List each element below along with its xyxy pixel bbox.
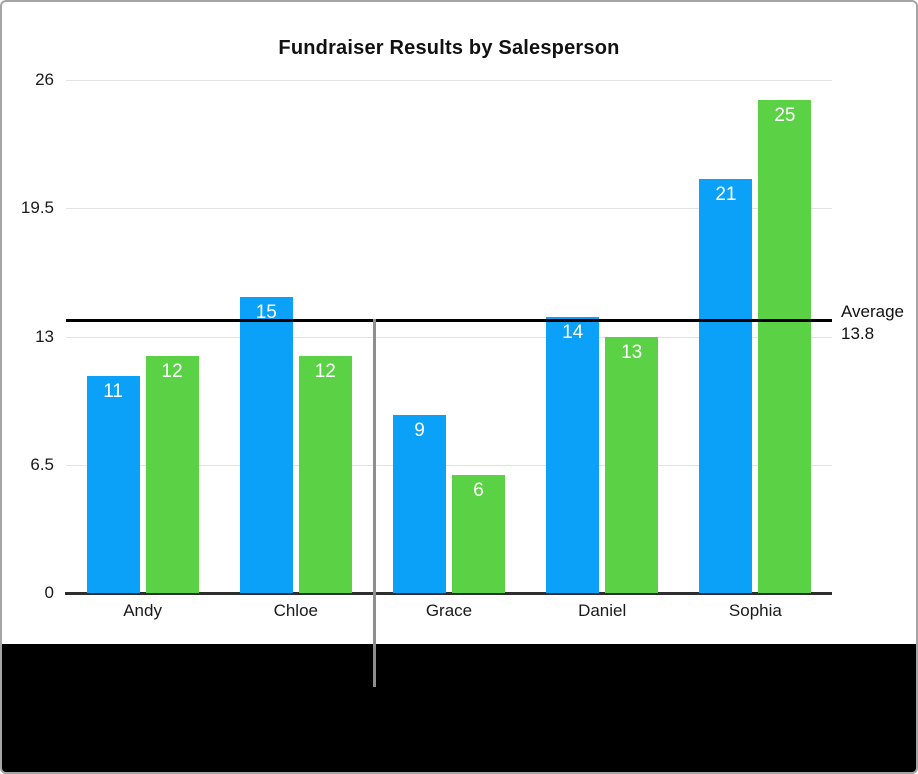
bar-value-label: 25 <box>774 104 796 126</box>
y-tick-label: 0 <box>44 583 54 602</box>
bar-sophia-series1: 21 <box>699 178 753 593</box>
gridline-26 <box>66 80 832 81</box>
bar-value-label: 12 <box>314 361 336 383</box>
bar-value-label: 12 <box>161 361 183 383</box>
chart-title: Fundraiser Results by Salesperson <box>278 37 620 59</box>
bottom-black-band <box>2 644 916 772</box>
average-line <box>66 319 832 323</box>
gridline-13 <box>66 336 832 338</box>
bar-sophia-series2: 25 <box>758 99 812 593</box>
bar-andy-series2: 12 <box>145 356 199 593</box>
bar-value-label: 14 <box>562 321 584 343</box>
gridline-6.5 <box>66 464 832 466</box>
average-value-text: 13.8 <box>841 324 875 343</box>
bar-grace-series2: 6 <box>452 474 505 593</box>
x-tick-label-sophia: Sophia <box>728 601 782 620</box>
x-tick-label-chloe: Chloe <box>273 601 318 620</box>
bar-daniel-series2: 13 <box>605 336 659 593</box>
bar-value-label: 21 <box>715 183 737 205</box>
bar-grace-series1: 9 <box>393 415 446 593</box>
y-tick-label: 26 <box>35 70 54 89</box>
x-tick-label-andy: Andy <box>123 601 162 620</box>
x-axis-line <box>65 592 832 595</box>
bar-value-label: 15 <box>255 302 277 324</box>
bar-value-label: 9 <box>414 420 425 442</box>
gridline-19.5 <box>66 208 832 210</box>
bar-value-label: 11 <box>103 380 123 402</box>
average-label-text: Average <box>841 302 905 321</box>
bar-value-label: 13 <box>621 341 643 363</box>
x-tick-label-daniel: Daniel <box>578 601 627 620</box>
bar-value-label: 6 <box>473 479 484 501</box>
y-tick-label: 13 <box>35 326 54 346</box>
average-line-label: Average 13.8 <box>841 301 904 345</box>
y-tick-label: 6.5 <box>30 454 54 474</box>
x-tick-label-grace: Grace <box>425 601 473 620</box>
bar-chloe-series1: 15 <box>239 297 293 593</box>
bar-daniel-series1: 14 <box>546 316 600 593</box>
y-tick-label: 19.5 <box>20 198 54 218</box>
divider-line <box>373 319 376 687</box>
bar-chloe-series2: 12 <box>298 356 352 593</box>
bar-andy-series1: 11 <box>86 375 140 593</box>
